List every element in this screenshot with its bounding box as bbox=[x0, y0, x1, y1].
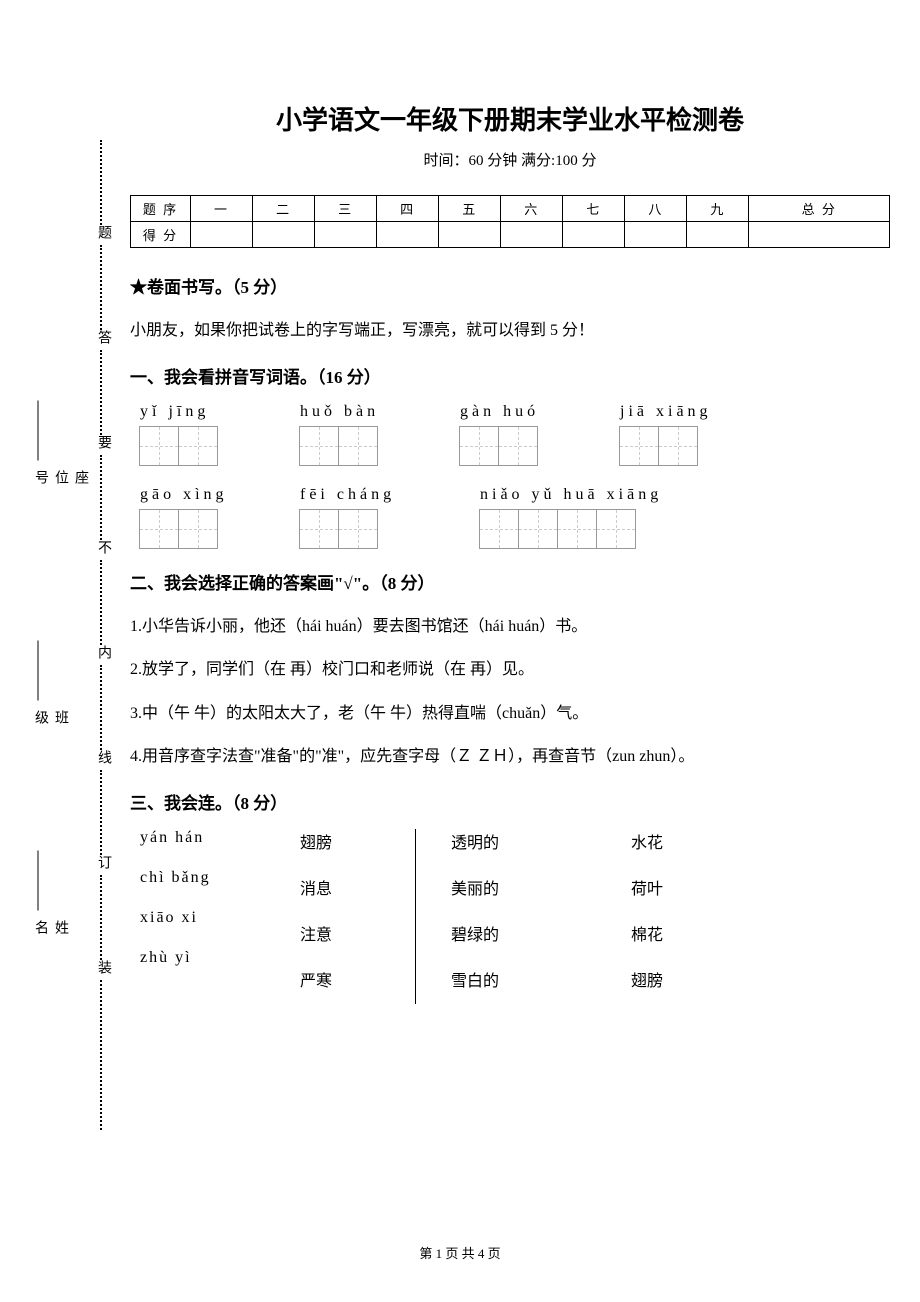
cell: 九 bbox=[687, 196, 749, 222]
pinyin: gāo xìng bbox=[140, 486, 240, 504]
pinyin: niǎo yǔ huā xiāng bbox=[480, 486, 760, 504]
answer-box bbox=[300, 426, 400, 466]
answer-box bbox=[140, 509, 240, 549]
cell bbox=[439, 222, 501, 248]
match-word: 注意 bbox=[300, 921, 380, 945]
match-adj: 雪白的 bbox=[451, 967, 551, 991]
score-table: 题 序 一 二 三 四 五 六 七 八 九 总 分 得 分 bbox=[130, 195, 890, 248]
table-row: 题 序 一 二 三 四 五 六 七 八 九 总 分 bbox=[131, 196, 890, 222]
q2-heading: 二、我会选择正确的答案画"√"。（8 分） bbox=[130, 569, 890, 594]
match-noun: 棉花 bbox=[631, 921, 711, 945]
match-noun: 翅膀 bbox=[631, 967, 711, 991]
match-noun: 水花 bbox=[631, 829, 711, 853]
cell: 三 bbox=[315, 196, 377, 222]
cell bbox=[749, 222, 890, 248]
q2-item: 1.小华告诉小丽，他还（hái huán）要去图书馆还（hái huán）书。 bbox=[130, 609, 890, 644]
cell: 四 bbox=[377, 196, 439, 222]
match-noun: 荷叶 bbox=[631, 875, 711, 899]
cell bbox=[253, 222, 315, 248]
marker: 不 bbox=[93, 540, 113, 554]
name-line bbox=[38, 851, 39, 911]
cell bbox=[315, 222, 377, 248]
marker: 装 bbox=[93, 960, 113, 974]
page-content: 小学语文一年级下册期末学业水平检测卷 时间：60 分钟 满分:100 分 题 序… bbox=[130, 100, 890, 1019]
marker: 要 bbox=[93, 435, 113, 449]
marker: 内 bbox=[93, 645, 113, 659]
answer-box bbox=[460, 426, 560, 466]
match-pinyin: chì bǎng bbox=[140, 869, 250, 887]
handwriting-text: 小朋友，如果你把试卷上的字写端正，写漂亮，就可以得到 5 分！ bbox=[130, 313, 890, 348]
pinyin: jiā xiāng bbox=[620, 403, 740, 421]
match-pinyin: yán hán bbox=[140, 829, 250, 847]
box-row bbox=[140, 426, 890, 466]
divider bbox=[415, 829, 416, 1004]
marker: 题 bbox=[93, 225, 113, 239]
cell: 题 序 bbox=[131, 196, 191, 222]
match-adj: 碧绿的 bbox=[451, 921, 551, 945]
marker: 线 bbox=[93, 750, 113, 764]
cell: 二 bbox=[253, 196, 315, 222]
match-word: 消息 bbox=[300, 875, 380, 899]
cell: 一 bbox=[191, 196, 253, 222]
handwriting-heading: ★卷面书写。（5 分） bbox=[130, 273, 890, 298]
page-footer: 第 1 页 共 4 页 bbox=[0, 1243, 920, 1262]
main-title: 小学语文一年级下册期末学业水平检测卷 bbox=[130, 100, 890, 137]
cell bbox=[377, 222, 439, 248]
cell: 得 分 bbox=[131, 222, 191, 248]
answer-box bbox=[300, 509, 420, 549]
cell: 八 bbox=[625, 196, 687, 222]
match-adj: 美丽的 bbox=[451, 875, 551, 899]
seat-line bbox=[38, 401, 39, 461]
match-pinyin: xiāo xi bbox=[140, 909, 250, 927]
answer-box bbox=[620, 426, 740, 466]
pinyin-row: gāo xìng fēi cháng niǎo yǔ huā xiāng bbox=[140, 486, 890, 504]
pinyin-row: yǐ jīng huǒ bàn gàn huó jiā xiāng bbox=[140, 403, 890, 421]
pinyin: huǒ bàn bbox=[300, 403, 400, 421]
binding-sidebar: 姓名 班级 座位号 bbox=[30, 140, 110, 1140]
pinyin: yǐ jīng bbox=[140, 403, 240, 421]
box-row bbox=[140, 509, 890, 549]
q2-item: 4.用音序查字法查"准备"的"准"，应先查字母（Ｚ ＺＨ），再查音节（zun z… bbox=[130, 739, 890, 774]
match-pinyin: zhù yì bbox=[140, 949, 250, 967]
class-label: 班级 bbox=[30, 710, 70, 732]
pinyin: fēi cháng bbox=[300, 486, 420, 504]
cell bbox=[191, 222, 253, 248]
cell bbox=[687, 222, 749, 248]
marker: 答 bbox=[93, 330, 113, 344]
name-label: 姓名 bbox=[30, 920, 70, 942]
match-section: yán hán chì bǎng xiāo xi zhù yì 翅膀 消息 注意… bbox=[140, 829, 890, 1004]
cell: 六 bbox=[501, 196, 563, 222]
match-word: 严寒 bbox=[300, 967, 380, 991]
subtitle: 时间：60 分钟 满分:100 分 bbox=[130, 149, 890, 170]
answer-box bbox=[480, 509, 760, 549]
match-adj: 透明的 bbox=[451, 829, 551, 853]
cell bbox=[563, 222, 625, 248]
answer-box bbox=[140, 426, 240, 466]
q3-heading: 三、我会连。（8 分） bbox=[130, 789, 890, 814]
marker: 订 bbox=[93, 855, 113, 869]
table-row: 得 分 bbox=[131, 222, 890, 248]
cell: 总 分 bbox=[749, 196, 890, 222]
match-word: 翅膀 bbox=[300, 829, 380, 853]
q2-item: 3.中（午 牛）的太阳太大了，老（午 牛）热得直喘（chuǎn）气。 bbox=[130, 696, 890, 731]
q2-item: 2.放学了，同学们（在 再）校门口和老师说（在 再）见。 bbox=[130, 652, 890, 687]
cell bbox=[625, 222, 687, 248]
cell: 五 bbox=[439, 196, 501, 222]
seat-label: 座位号 bbox=[30, 470, 90, 492]
class-line bbox=[38, 641, 39, 701]
pinyin: gàn huó bbox=[460, 403, 560, 421]
cell: 七 bbox=[563, 196, 625, 222]
cell bbox=[501, 222, 563, 248]
q1-heading: 一、我会看拼音写词语。（16 分） bbox=[130, 363, 890, 388]
